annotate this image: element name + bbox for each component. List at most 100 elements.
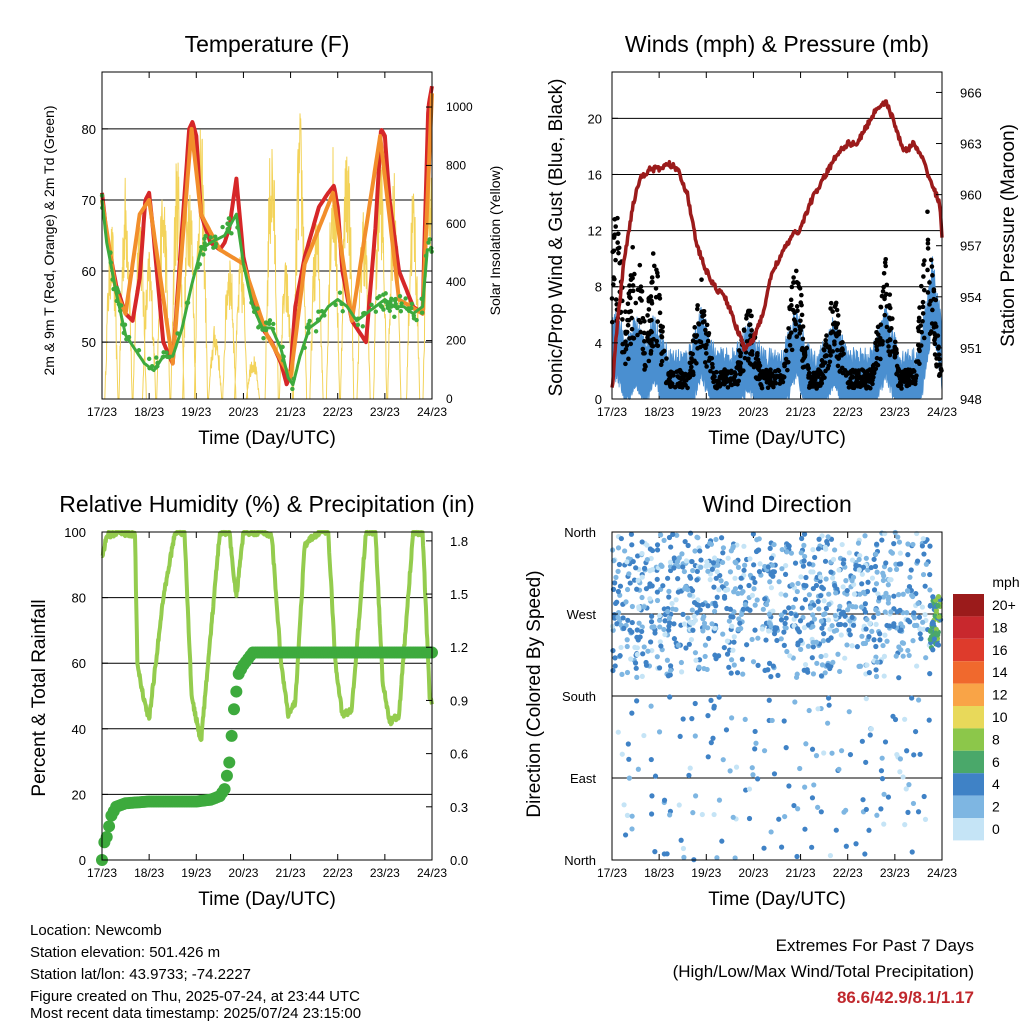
wind-direction-point xyxy=(756,569,763,575)
wind-gust-point xyxy=(672,384,678,390)
wind-direction-point xyxy=(609,623,616,629)
wind-direction-point xyxy=(810,585,816,592)
wind-direction-point xyxy=(790,604,796,610)
wind-direction-point xyxy=(708,740,714,746)
wind-gust-point xyxy=(697,344,703,350)
wind-gust-point xyxy=(625,301,631,307)
wind-direction-point xyxy=(825,617,832,623)
wind-direction-point xyxy=(880,577,886,584)
wind-direction-point xyxy=(881,673,887,679)
wind-gust-point xyxy=(801,352,807,357)
dewpoint-point xyxy=(155,364,160,369)
wind-direction-point xyxy=(629,826,635,832)
wind-direction-point xyxy=(693,793,699,799)
wind-direction-point xyxy=(772,625,778,631)
wind-direction-point xyxy=(815,598,821,605)
wind-direction-point xyxy=(666,615,672,621)
wind-direction-point xyxy=(614,621,620,627)
y-tick-label-right: 951 xyxy=(960,341,982,356)
wind-direction-point xyxy=(665,575,671,581)
wind-direction-point xyxy=(726,618,732,624)
wind-direction-point xyxy=(802,784,808,790)
dewpoint-point xyxy=(319,308,325,314)
legend-swatch xyxy=(953,818,984,841)
wind-direction-point xyxy=(844,587,850,594)
wind-direction-point xyxy=(825,695,832,701)
wind-direction-point xyxy=(728,670,734,676)
wind-direction-point xyxy=(679,551,685,557)
legend-label: 4 xyxy=(992,776,1000,792)
wind-gust-point xyxy=(793,319,798,324)
precip-point xyxy=(228,703,240,716)
wind-direction-point xyxy=(634,698,640,704)
wind-gust-point xyxy=(638,329,643,335)
wind-direction-point xyxy=(921,551,927,557)
wind-gust-point xyxy=(624,343,630,348)
wind-direction-point xyxy=(904,610,910,616)
wind-gust-point xyxy=(660,329,665,334)
wind-gust-point xyxy=(856,368,861,373)
wind-gust-point xyxy=(920,311,926,316)
legend-swatch xyxy=(953,683,984,706)
chart-panel-1: Temperature (F) 17/23 18/23 19/23 20/23 21/23… xyxy=(41,31,503,449)
wind-direction-point xyxy=(833,590,839,596)
wind-direction-point xyxy=(617,653,623,659)
wind-gust-point xyxy=(918,343,924,348)
y-tick-label: 16 xyxy=(588,167,602,182)
wind-direction-point xyxy=(661,797,668,803)
wind-direction-point xyxy=(815,804,821,810)
wind-direction-point xyxy=(899,640,905,646)
wind-direction-point xyxy=(687,765,693,771)
wind-direction-point xyxy=(723,727,730,733)
wind-direction-point xyxy=(831,628,837,634)
extremes-values: 86.6/42.9/8.1/1.17 xyxy=(836,988,974,1007)
wind-gust-point xyxy=(932,352,938,357)
wind-direction-point xyxy=(881,573,887,579)
wind-direction-point xyxy=(709,621,715,627)
wind-direction-point xyxy=(818,673,825,679)
wind-gust-point xyxy=(758,371,764,377)
wind-direction-point xyxy=(838,611,844,617)
wind-direction-point xyxy=(782,571,789,578)
wind-direction-point xyxy=(741,543,747,549)
wind-direction-point xyxy=(749,765,755,771)
wind-gust-point xyxy=(920,299,926,305)
wind-gust-point xyxy=(728,382,734,387)
x-tick-label: 19/23 xyxy=(181,866,211,880)
wind-gust-point xyxy=(620,317,625,322)
wind-direction-point xyxy=(634,627,640,633)
wind-direction-point xyxy=(856,556,862,563)
wind-gust-point xyxy=(902,371,908,377)
wind-gust-point xyxy=(870,381,875,387)
wind-direction-point xyxy=(859,581,865,587)
wind-direction-point xyxy=(639,550,645,557)
wind-direction-point xyxy=(850,604,856,610)
wind-gust-point xyxy=(613,224,618,229)
wind-direction-point xyxy=(744,642,750,648)
wind-direction-point xyxy=(792,560,799,566)
wind-direction-point xyxy=(881,791,887,797)
wind-gust-point xyxy=(928,257,934,263)
wind-gust-point xyxy=(659,351,664,356)
wind-direction-point xyxy=(649,793,655,799)
wind-direction-point xyxy=(922,816,929,822)
wind-direction-point xyxy=(801,582,807,588)
wind-gust-point xyxy=(833,302,838,308)
wind-direction-point xyxy=(867,620,873,626)
wind-gust-point xyxy=(920,318,925,324)
wind-gust-point xyxy=(728,376,734,381)
wind-direction-point xyxy=(888,549,894,555)
dewpoint-point xyxy=(146,356,152,362)
wind-direction-point xyxy=(813,753,820,759)
wind-direction-point xyxy=(661,537,667,543)
dewpoint-point xyxy=(383,299,388,304)
wind-direction-point xyxy=(910,800,917,807)
x-tick-label: 19/23 xyxy=(691,866,721,880)
wind-gust-point xyxy=(640,315,646,321)
x-tick-label: 17/23 xyxy=(597,405,627,419)
wind-direction-point xyxy=(782,624,788,630)
dewpoint-point xyxy=(392,314,397,319)
wind-direction-point xyxy=(721,593,728,600)
wind-direction-point xyxy=(877,631,883,637)
wind-gust-point xyxy=(797,324,802,329)
